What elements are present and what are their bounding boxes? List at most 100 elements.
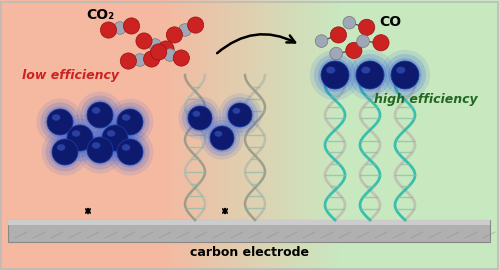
Bar <box>252 0 253 270</box>
Bar <box>317 0 318 270</box>
Bar <box>197 0 198 270</box>
Bar <box>328 0 329 270</box>
Bar <box>228 0 229 270</box>
Bar <box>214 0 215 270</box>
Bar <box>202 0 203 270</box>
Bar <box>272 0 273 270</box>
Bar <box>230 0 231 270</box>
Bar <box>312 0 313 270</box>
Bar <box>219 0 220 270</box>
Bar <box>329 0 330 270</box>
Bar <box>167 0 168 270</box>
Ellipse shape <box>214 131 222 137</box>
Ellipse shape <box>200 116 244 160</box>
Ellipse shape <box>47 109 73 135</box>
Ellipse shape <box>356 61 384 89</box>
Bar <box>222 0 223 270</box>
Bar <box>322 0 323 270</box>
Bar <box>208 0 209 270</box>
Ellipse shape <box>361 67 370 74</box>
Bar <box>273 0 274 270</box>
Ellipse shape <box>173 50 190 66</box>
Ellipse shape <box>373 35 389 51</box>
Ellipse shape <box>358 19 375 35</box>
Bar <box>190 0 191 270</box>
Bar <box>192 0 193 270</box>
Ellipse shape <box>117 139 143 165</box>
Ellipse shape <box>114 136 146 168</box>
Bar <box>168 0 169 270</box>
Bar <box>280 0 281 270</box>
Bar <box>218 0 219 270</box>
Ellipse shape <box>310 50 360 100</box>
Bar <box>249 0 250 270</box>
Bar <box>209 0 210 270</box>
Ellipse shape <box>92 107 100 114</box>
Ellipse shape <box>349 54 391 96</box>
Ellipse shape <box>353 58 387 92</box>
Ellipse shape <box>50 136 80 168</box>
Bar <box>299 0 300 270</box>
Bar <box>303 0 304 270</box>
Ellipse shape <box>42 129 88 176</box>
Ellipse shape <box>232 108 240 114</box>
Bar <box>231 0 232 270</box>
Bar <box>232 0 233 270</box>
Bar <box>284 0 285 270</box>
Bar <box>173 0 174 270</box>
Bar <box>217 0 218 270</box>
Bar <box>269 0 270 270</box>
Bar <box>195 0 196 270</box>
Text: high efficiency: high efficiency <box>374 93 478 106</box>
Bar <box>238 0 239 270</box>
FancyBboxPatch shape <box>8 220 490 242</box>
Bar <box>181 0 182 270</box>
Bar <box>196 0 197 270</box>
Bar <box>325 0 326 270</box>
Bar <box>258 0 259 270</box>
Bar <box>334 0 335 270</box>
Ellipse shape <box>114 106 146 138</box>
Ellipse shape <box>44 106 76 138</box>
Bar <box>236 0 237 270</box>
Bar <box>265 0 266 270</box>
Bar <box>213 0 214 270</box>
Bar <box>308 0 309 270</box>
Bar <box>186 0 187 270</box>
Bar <box>169 0 170 270</box>
Ellipse shape <box>208 124 236 152</box>
Bar <box>237 0 238 270</box>
Ellipse shape <box>314 54 356 96</box>
Ellipse shape <box>46 133 84 171</box>
Bar <box>288 0 289 270</box>
Ellipse shape <box>40 103 80 141</box>
Ellipse shape <box>76 92 124 139</box>
Ellipse shape <box>343 16 355 29</box>
Ellipse shape <box>388 58 422 92</box>
Bar <box>340 0 500 270</box>
Bar <box>187 0 188 270</box>
Ellipse shape <box>222 97 258 133</box>
Bar <box>204 0 205 270</box>
Bar <box>170 0 171 270</box>
Bar <box>267 0 268 270</box>
Bar <box>323 0 324 270</box>
Bar <box>287 0 288 270</box>
Ellipse shape <box>122 144 130 151</box>
Bar <box>271 0 272 270</box>
Ellipse shape <box>330 27 346 43</box>
Bar <box>234 0 235 270</box>
Ellipse shape <box>100 122 130 154</box>
Bar <box>223 0 224 270</box>
Ellipse shape <box>80 130 120 170</box>
Bar <box>313 0 314 270</box>
Bar <box>274 0 275 270</box>
Bar <box>264 0 265 270</box>
Ellipse shape <box>150 44 167 60</box>
Bar <box>183 0 184 270</box>
Bar <box>319 0 320 270</box>
Bar <box>247 0 248 270</box>
Ellipse shape <box>134 54 146 66</box>
Ellipse shape <box>164 49 176 61</box>
Bar <box>316 0 317 270</box>
